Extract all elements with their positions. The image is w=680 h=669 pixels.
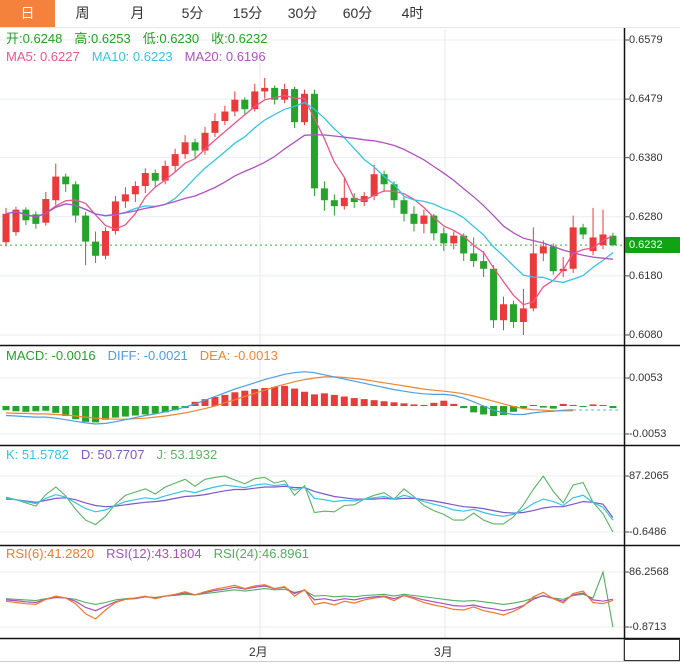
rsi-axis-label: 86.2568 (629, 566, 669, 578)
kdj-item-1: D: 50.7707 (80, 447, 145, 462)
ohlc-legend: 开:0.6248 高:0.6253 低:0.6230 收:0.6232 (6, 31, 280, 47)
tab-4hour[interactable]: 4时 (401, 5, 424, 21)
rsi-chart (5, 569, 614, 628)
rsi-item-1: RSI(12):43.1804 (106, 546, 202, 561)
kdj-axis-label: 87.2065 (629, 470, 669, 482)
main-axis-label: 0.6280 (629, 210, 663, 223)
tab-month[interactable]: 月 (130, 5, 145, 21)
macd-item-2: DEA: -0.0013 (199, 348, 278, 363)
macd-chart (2, 371, 621, 425)
macd-item-1: DIFF: -0.0021 (107, 348, 188, 363)
tab-day[interactable]: 日 (0, 0, 55, 27)
macd-legend: MACD: -0.0016 DIFF: -0.0021 DEA: -0.0013 (6, 348, 290, 364)
macd-item-0: MACD: -0.0016 (6, 348, 96, 363)
kdj-chart (5, 475, 614, 533)
kdj-legend: K: 51.5782 D: 50.7707 J: 53.1932 (6, 447, 229, 463)
main-axis-label: 0.6080 (629, 329, 663, 341)
tab-30min[interactable]: 30分 (287, 5, 318, 21)
axis-corner-box (624, 639, 680, 661)
ohlc-item-1: 高:0.6253 (74, 31, 131, 46)
panel-separators (0, 28, 680, 662)
main-axis-label: 0.6579 (629, 34, 663, 46)
tab-week[interactable]: 周 (75, 5, 90, 21)
main-axis-label: 0.6380 (629, 151, 663, 164)
rsi-axis-label: -0.8713 (629, 621, 667, 633)
ma-legend: MA5: 0.6227 MA10: 0.6223 MA20: 0.6196 (6, 49, 278, 65)
ohlc-item-0: 开:0.6248 (6, 31, 63, 46)
axis-ticks (624, 39, 629, 628)
ma-item-2: MA20: 0.6196 (184, 49, 266, 64)
time-axis-label: 3月 (434, 645, 453, 659)
ma-item-0: MA5: 0.6227 (6, 49, 80, 64)
kdj-item-2: J: 53.1932 (156, 447, 218, 462)
candlestick-series (2, 77, 617, 335)
main-axis-label: 0.6180 (629, 269, 663, 282)
tab-60min[interactable]: 60分 (342, 5, 373, 21)
macd-axis-label: 0.0053 (629, 372, 663, 384)
rsi-item-2: RSI(24):46.8961 (213, 546, 309, 561)
ma-lines (5, 94, 614, 306)
ohlc-item-2: 低:0.6230 (142, 31, 200, 46)
time-axis-label: 2月 (249, 645, 268, 659)
tab-5min[interactable]: 5分 (181, 5, 204, 21)
timeframe-tabbar: 日 周 月 5分 15分 30分 60分 4时 (0, 0, 680, 28)
rsi-item-0: RSI(6):41.2820 (6, 546, 95, 561)
current-price-tag: 0.6232 (625, 237, 680, 253)
kdj-axis-label: -0.6486 (629, 526, 667, 538)
gridlines (0, 29, 624, 638)
rsi-legend: RSI(6):41.2820 RSI(12):43.1804 RSI(24):46.… (6, 546, 321, 562)
kdj-item-0: K: 51.5782 (6, 447, 69, 462)
tab-15min[interactable]: 15分 (232, 5, 263, 21)
macd-axis-label: -0.0053 (629, 428, 667, 440)
main-axis-label: 0.6479 (629, 93, 663, 106)
ohlc-item-3: 收:0.6232 (211, 31, 268, 46)
ma-item-1: MA10: 0.6223 (91, 49, 173, 64)
